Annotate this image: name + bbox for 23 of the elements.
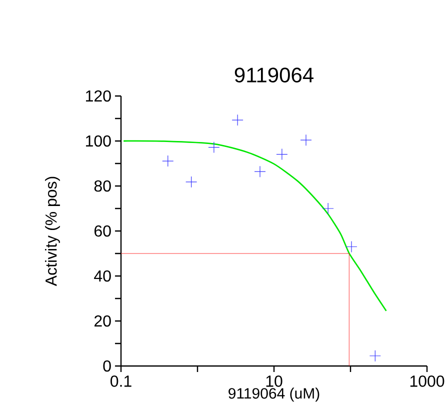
- point: [369, 350, 381, 362]
- y-tick-label: 100: [86, 135, 111, 147]
- point: [300, 134, 312, 146]
- point: [346, 240, 358, 253]
- chart-title: 9119064: [234, 68, 314, 82]
- y-tick-label: 120: [86, 90, 111, 102]
- point: [162, 155, 174, 167]
- y-tick-label: 20: [94, 315, 111, 327]
- y-tick-label: 80: [94, 180, 111, 192]
- x-tick-label: 1000: [410, 376, 444, 387]
- point: [322, 202, 334, 214]
- y-tick-label: 40: [94, 270, 111, 282]
- y-tick-label: 60: [94, 225, 111, 237]
- x-tick-label: 0.1: [110, 376, 132, 387]
- point: [254, 166, 266, 178]
- point: [208, 142, 220, 154]
- y-axis-title: Activity (% pos): [45, 176, 60, 286]
- x-tick-label: 10: [266, 376, 282, 387]
- x-axis-title: 9119064 (uM): [228, 388, 320, 402]
- point: [232, 114, 244, 126]
- y-tick-label: 0: [103, 360, 111, 372]
- point: [186, 176, 198, 188]
- point: [276, 148, 288, 160]
